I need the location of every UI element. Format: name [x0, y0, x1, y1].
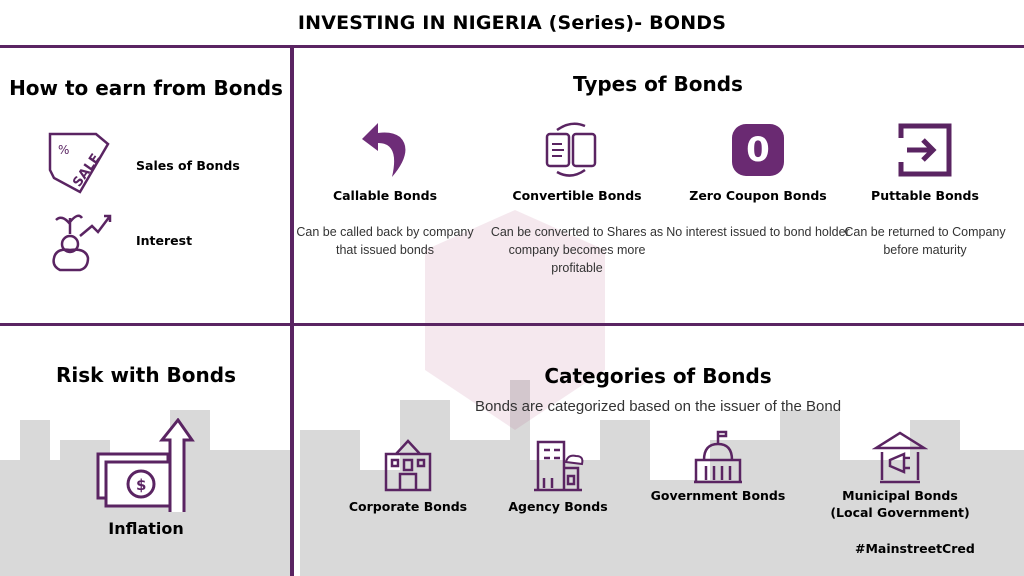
types-title: Types of Bonds [573, 72, 743, 96]
earn-item-interest: Interest [136, 233, 193, 248]
type-callable: Callable Bonds Can be called back by com… [290, 120, 480, 259]
enter-icon [898, 123, 952, 177]
piggy-bank-growth-icon [52, 214, 112, 272]
capitol-icon [694, 430, 742, 484]
categories-title: Categories of Bonds [544, 364, 772, 388]
category-sublabel: (Local Government) [830, 505, 970, 520]
return-arrow-icon [362, 123, 406, 177]
zero-icon: 0 [732, 124, 784, 176]
logo-watermark [425, 210, 605, 430]
corporate-building-icon [384, 439, 432, 492]
type-label: Convertible Bonds [512, 188, 642, 203]
municipal-building-icon [871, 431, 929, 484]
divider-top [0, 45, 1024, 48]
type-convertible: Convertible Bonds Can be converted to Sh… [482, 120, 672, 277]
categories-subtitle: Bonds are categorized based on the issue… [474, 398, 842, 415]
svg-text:%: % [58, 143, 69, 157]
risk-title: Risk with Bonds [56, 363, 236, 387]
category-label: Government Bonds [650, 488, 786, 503]
type-desc: No interest issued to bond holder [666, 225, 850, 239]
type-label: Callable Bonds [332, 188, 438, 203]
document-exchange-icon [545, 122, 597, 177]
divider-vertical [290, 45, 294, 576]
svg-text:$: $ [136, 476, 146, 494]
type-label: Puttable Bonds [871, 188, 979, 203]
svg-text:SALE: SALE [70, 151, 103, 190]
divider-middle [0, 323, 1024, 326]
type-desc: Can be converted to Shares as company be… [490, 225, 664, 275]
earn-title: How to earn from Bonds [9, 76, 283, 100]
category-label: Municipal Bonds [842, 488, 958, 503]
sale-tag-icon: % SALE [48, 132, 110, 194]
category-government: Government Bonds [645, 430, 791, 503]
type-desc: Can be returned to Company before maturi… [844, 225, 1006, 257]
hashtag: #MainstreetCred [855, 541, 975, 556]
category-corporate: Corporate Bonds [340, 438, 476, 514]
page-title: INVESTING IN NIGERIA (Series)- BONDS [297, 12, 727, 34]
type-desc: Can be called back by company that issue… [296, 225, 474, 257]
money-up-arrow-icon: $ [96, 418, 195, 512]
risk-item-inflation: Inflation [108, 519, 184, 538]
type-label: Zero Coupon Bonds [689, 188, 827, 203]
agency-building-icon [534, 440, 584, 492]
type-zero-coupon: 0 Zero Coupon Bonds No interest issued t… [663, 120, 853, 241]
category-label: Corporate Bonds [348, 499, 468, 514]
category-label: Agency Bonds [508, 499, 608, 514]
type-puttable: Puttable Bonds Can be returned to Compan… [830, 120, 1020, 259]
category-municipal: Municipal Bonds (Local Government) [820, 430, 980, 520]
earn-item-sales: Sales of Bonds [136, 158, 240, 173]
category-agency: Agency Bonds [490, 438, 626, 514]
